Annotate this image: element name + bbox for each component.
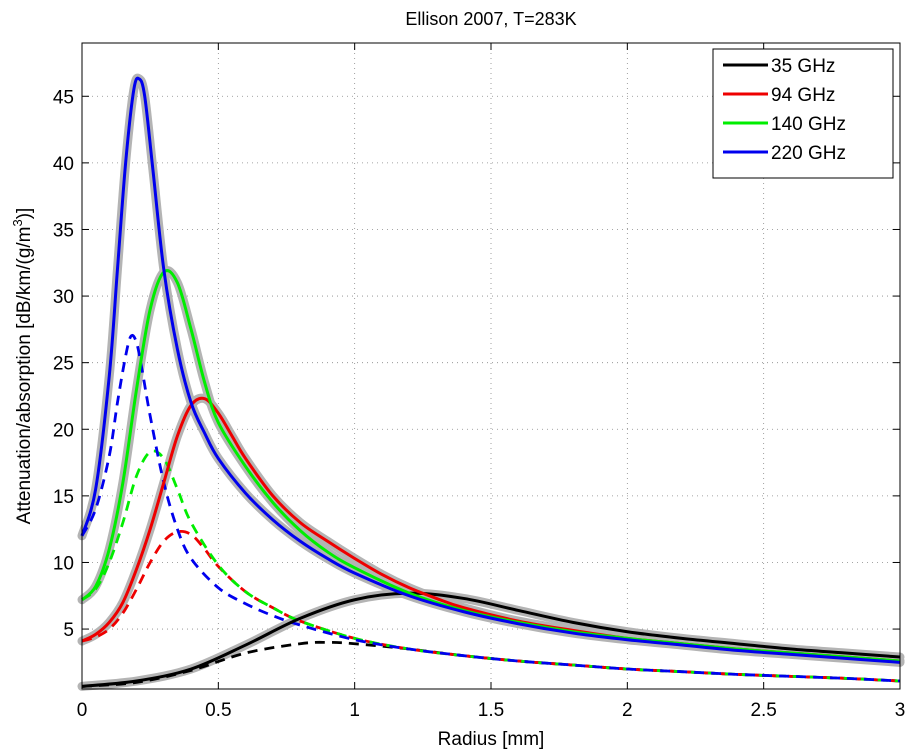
legend-box: [712, 48, 894, 179]
series-lines: [80, 76, 901, 688]
y-tick-label: 20: [53, 420, 74, 441]
attenuation-line-220-ghz: [80, 76, 901, 664]
y-tick-label: 45: [53, 87, 74, 108]
y-tick-label: 15: [53, 487, 74, 508]
y-tick-label: 5: [63, 620, 74, 641]
x-tick-label: 3: [895, 700, 906, 721]
x-tick-label: 2: [622, 700, 633, 721]
legend-entry-label: 220 GHz: [771, 143, 846, 164]
legend-entry-label: 35 GHz: [771, 56, 835, 77]
legend-entry-label: 140 GHz: [771, 114, 846, 135]
legend-entry-label: 94 GHz: [771, 85, 835, 106]
attenuation-line-35-ghz: [81, 591, 901, 688]
x-tick-label: 2.5: [750, 700, 776, 721]
x-axis-label: Radius [mm]: [438, 729, 545, 750]
absorption-line-94-ghz: [81, 529, 901, 683]
y-tick-label: 30: [53, 287, 74, 308]
y-axis-label: Attenuation/absorption [dB/km/(g/m3)]: [10, 208, 35, 525]
y-tick-label: 10: [53, 553, 74, 574]
y-axis-label-superscript: 3: [10, 219, 25, 226]
absorption-line-220-ghz: [80, 333, 901, 683]
x-tick-label: 0: [77, 700, 88, 721]
y-tick-label: 35: [53, 220, 74, 241]
y-tick-label: 40: [53, 154, 74, 175]
chart-title: Ellison 2007, T=283K: [405, 9, 576, 29]
y-tick-label: 25: [53, 354, 74, 375]
y-axis-label-suffix: )]: [14, 208, 35, 220]
x-tick-label: 1: [349, 700, 360, 721]
y-axis-label-text: Attenuation/absorption [dB/km/(g/m: [14, 227, 35, 525]
x-tick-label: 0.5: [205, 700, 231, 721]
legend: 35 GHz 94 GHz 140 GHz 220 GHz: [712, 48, 894, 179]
x-tick-label: 1.5: [478, 700, 504, 721]
